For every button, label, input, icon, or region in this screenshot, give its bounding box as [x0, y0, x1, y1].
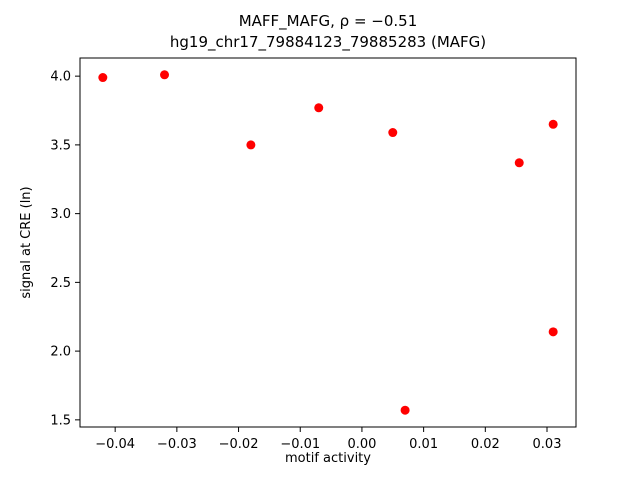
y-tick-label: 2.0 [50, 345, 71, 360]
x-axis-ticks: −0.04 −0.03 −0.02 −0.01 0.00 0.01 0.02 0.03 [95, 427, 561, 452]
chart-subtitle: hg19_chr17_79884123_79885283 (MAFG) [170, 33, 486, 52]
x-tick-label: −0.01 [280, 437, 320, 452]
x-tick-label: 0.03 [533, 437, 562, 452]
plot-area-frame [79, 57, 577, 428]
x-tick-label: 0.02 [471, 437, 500, 452]
data-point [246, 140, 256, 150]
y-axis-ticks: 1.5 2.0 2.5 3.0 3.5 4.0 [50, 70, 80, 428]
data-point [314, 103, 324, 113]
y-tick-label: 2.5 [50, 276, 71, 291]
data-point [548, 327, 558, 337]
y-tick-label: 3.5 [50, 138, 71, 153]
data-point [400, 405, 410, 415]
data-points [98, 70, 558, 415]
chart-title: MAFF_MAFG, ρ = −0.51 [239, 12, 418, 31]
y-axis-label: signal at CRE (ln) [19, 186, 34, 298]
x-tick-label: −0.04 [95, 437, 135, 452]
data-point [98, 73, 108, 83]
data-point [514, 158, 524, 168]
data-point [548, 119, 558, 129]
x-axis-label: motif activity [285, 451, 371, 466]
data-point [388, 128, 398, 138]
x-tick-label: 0.00 [347, 437, 376, 452]
x-tick-label: −0.02 [219, 437, 259, 452]
y-tick-label: 1.5 [50, 413, 71, 428]
data-point [160, 70, 170, 80]
x-tick-label: 0.01 [409, 437, 438, 452]
y-tick-label: 4.0 [50, 70, 71, 85]
x-tick-label: −0.03 [157, 437, 197, 452]
y-tick-label: 3.0 [50, 207, 71, 222]
